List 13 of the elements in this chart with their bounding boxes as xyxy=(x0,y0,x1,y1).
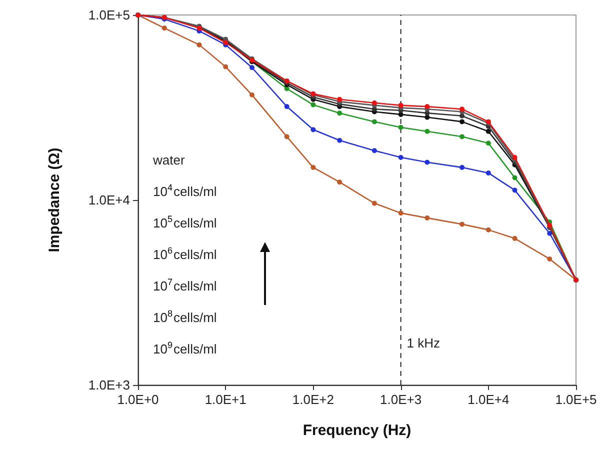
y-tick-label: 1.0E+5 xyxy=(88,8,130,22)
y-tick-label: 1.0E+4 xyxy=(88,192,130,208)
x-axis-title: Frequency (Hz) xyxy=(302,422,412,439)
x-tick-label: 1.0E+2 xyxy=(292,392,334,407)
ref-line-label: 1 kHz xyxy=(406,336,440,350)
annotation: water xyxy=(152,152,186,168)
x-tick-label: 1.0E+4 xyxy=(468,392,510,407)
y-tick-label: 1.0E+3 xyxy=(88,378,130,392)
y-axis-title: Impedance (Ω) xyxy=(46,148,63,252)
x-tick-label: 1.0E+1 xyxy=(204,392,246,407)
x-tick-label: 1.0E+5 xyxy=(555,392,597,407)
x-tick-label: 1.0E+0 xyxy=(117,392,159,407)
x-tick-label: 1.0E+3 xyxy=(380,392,422,407)
